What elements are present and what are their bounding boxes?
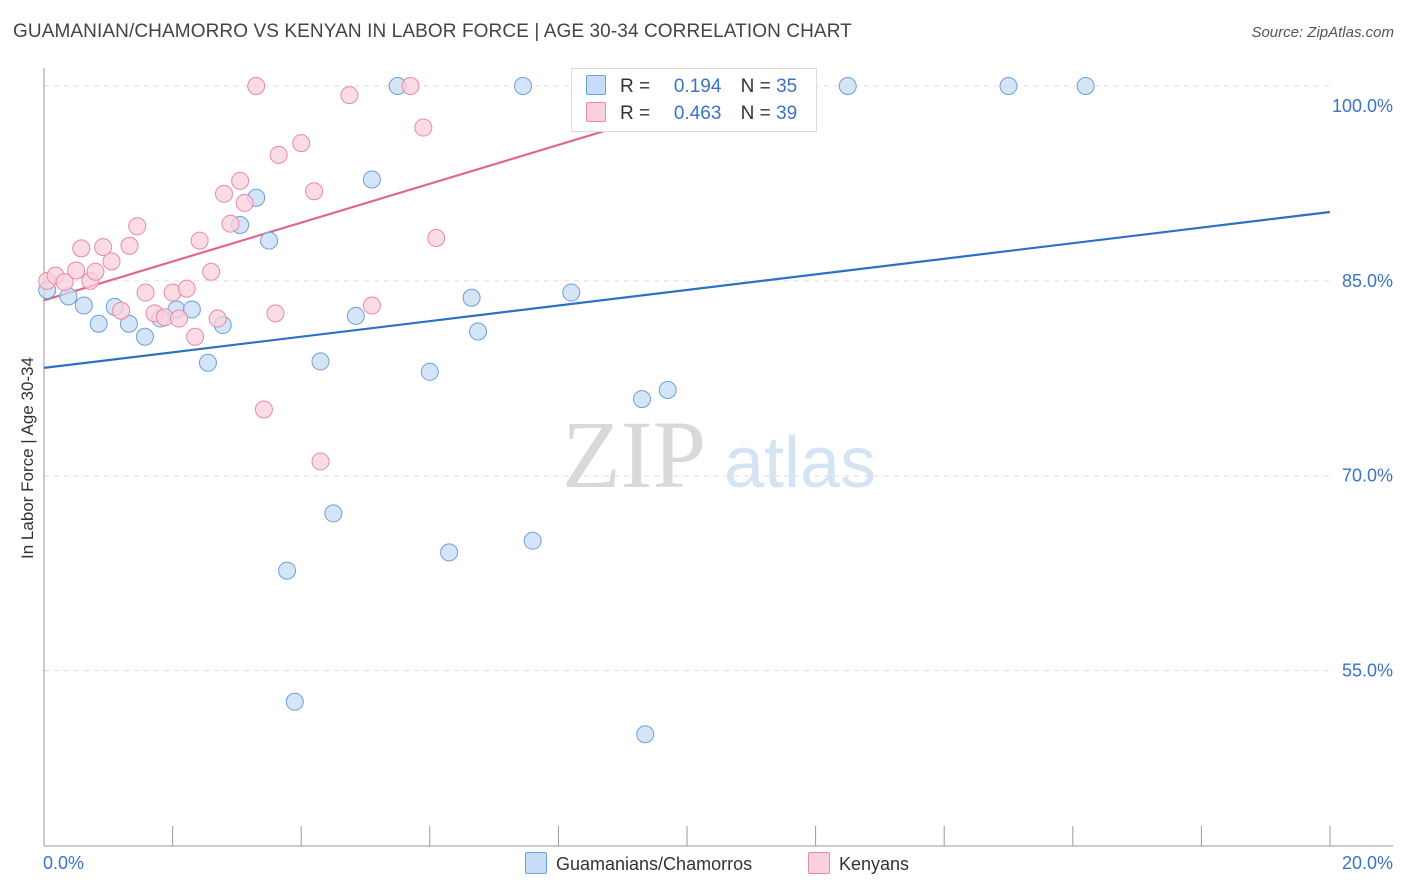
legend-n-value: 35 [776,76,798,97]
bottom-legend-kenyans: Kenyans [808,852,909,875]
legend-n-label: N = [740,76,771,97]
point-guamanian [469,322,488,341]
point-guamanian [462,288,481,307]
tick-labels: 100.0% 85.0% 70.0% 55.0% 0.0% 20.0% [43,96,1393,873]
legend-swatch-blue [586,75,606,95]
y-axis-label: In Labor Force | Age 30-34 [18,357,37,559]
point-kenyan [128,217,147,236]
legend-row-guamanians: R = 0.194 N = 35 [586,75,797,99]
point-guamanian [632,390,651,409]
point-guamanian [362,170,381,189]
point-kenyan [86,262,105,281]
bottom-legend-label: Kenyans [839,854,910,874]
point-guamanian [89,314,108,333]
point-kenyan [112,301,131,320]
bottom-legend-swatch-pink [808,852,830,874]
point-kenyan [186,327,205,346]
legend-r-value: 0.463 [673,103,722,124]
point-kenyan [102,252,121,271]
point-kenyan [202,262,221,281]
point-kenyan [427,228,446,247]
point-kenyan [311,452,330,471]
point-guamanian [74,296,93,315]
legend-r-label: R = [620,103,651,124]
point-guamanian [523,531,542,550]
point-kenyan [362,296,381,315]
point-guamanian [1076,76,1095,95]
point-kenyan [221,214,240,233]
point-guamanian [135,327,154,346]
y-tick-label: 70.0% [1342,466,1393,486]
watermark: ZIP atlas [562,401,876,508]
point-kenyan [247,76,266,95]
point-kenyan [67,261,86,280]
legend-swatch-pink [586,102,606,122]
y-tick-label: 85.0% [1342,271,1393,291]
point-guamanian [278,561,297,580]
point-kenyan [190,231,209,250]
point-guamanian [346,306,365,325]
point-kenyan [305,182,324,201]
point-guamanian [182,300,201,319]
trend-line-guamanians [43,210,1331,369]
legend-r-value: 0.194 [673,76,722,97]
point-kenyan [177,279,196,298]
point-guamanian [838,76,857,95]
point-kenyan [414,118,433,137]
point-kenyan [269,145,288,164]
source-label: Source: ZipAtlas.com [1251,24,1394,41]
point-kenyan [215,184,234,203]
watermark-atlas: atlas [724,423,876,503]
point-kenyan [55,273,74,292]
point-guamanian [260,231,279,250]
axes [43,68,1393,847]
y-tick-label: 100.0% [1332,96,1393,116]
point-guamanian [636,725,655,744]
y-tick-label: 55.0% [1342,661,1393,681]
point-kenyan [266,304,285,323]
point-kenyan [401,76,420,95]
bottom-legend-label: Guamanians/Chamorros [556,854,753,874]
point-guamanian [285,692,304,711]
point-guamanian [311,352,330,371]
point-guamanian [198,353,217,372]
point-kenyan [120,236,139,255]
point-kenyan [254,400,273,419]
legend-row-kenyans: R = 0.463 N = 39 [586,102,797,126]
bottom-legend-swatch-blue [525,852,547,874]
point-kenyan [208,309,227,328]
point-guamanian [999,76,1018,95]
legend-n-label: N = [740,103,771,124]
point-kenyan [94,238,113,257]
point-guamanian [420,362,439,381]
point-guamanian [440,543,459,562]
point-guamanian [658,380,677,399]
point-guamanian [324,504,343,523]
point-kenyan [231,171,250,190]
data-points [38,76,1095,744]
correlation-legend: R = 0.194 N = 35 R = 0.463 N = 39 [571,68,817,132]
point-kenyan [292,134,311,153]
chart-title: GUAMANIAN/CHAMORRO VS KENYAN IN LABOR FO… [13,21,852,42]
bottom-legend-guamanians: Guamanians/Chamorros [525,852,752,875]
point-kenyan [170,309,189,328]
watermark-zip: ZIP [562,401,706,508]
point-kenyan [235,193,254,212]
point-kenyan [72,239,91,258]
point-guamanian [514,76,533,95]
point-kenyan [340,86,359,105]
legend-r-label: R = [620,76,651,97]
point-guamanian [562,283,581,302]
legend-n-value: 39 [776,103,798,124]
x-tick-label: 20.0% [1342,853,1393,873]
x-tick-label: 0.0% [43,853,84,873]
point-kenyan [136,283,155,302]
